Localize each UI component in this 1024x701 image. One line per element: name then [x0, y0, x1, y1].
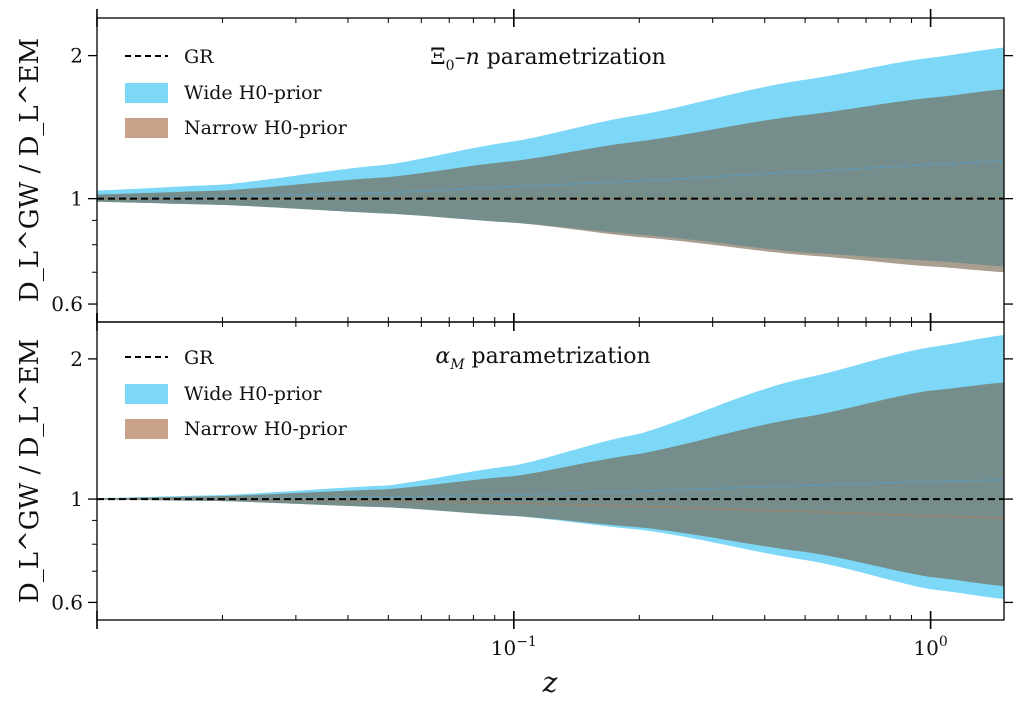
- lines-bottom: [97, 479, 1004, 519]
- svg-text:D_L^GW / D_L^EM: D_L^GW / D_L^EM: [15, 38, 45, 302]
- y-tick-label-bot: 2: [70, 347, 83, 371]
- median-wide-h0-prior-bot: [97, 479, 1004, 500]
- legend-swatch-narrow-bottom: [125, 419, 168, 439]
- ticks-bottom: 0.6 1 2 10−1 100: [51, 313, 1013, 660]
- y-tick-label-bot: 0.6: [51, 590, 83, 614]
- y-tick-label-bot: 1: [70, 487, 83, 511]
- band-narrow-h0-prior-bot: [97, 382, 1004, 587]
- y-tick-label-top: 0.6: [51, 292, 83, 316]
- panel-title-top: Ξ0–n parametrization: [430, 45, 666, 74]
- y-axis-label-top: D_L^GW / D_L^EM: [15, 38, 45, 302]
- y-tick-label-top: 1: [70, 187, 83, 211]
- legend-label-gr-bottom: GR: [184, 347, 214, 369]
- legend-label-narrow-bottom: Narrow H0-prior: [184, 418, 348, 440]
- x-tick-label: 10−1: [491, 634, 537, 660]
- legend-label-wide: Wide H0-prior: [184, 82, 323, 104]
- legend-swatch-narrow: [125, 118, 168, 138]
- svg-text:D_L^GW / D_L^EM: D_L^GW / D_L^EM: [15, 339, 45, 603]
- legend-swatch-wide: [125, 83, 168, 103]
- panel-title-bottom: αM parametrization: [435, 344, 650, 373]
- legend-top: GR Wide H0-prior Narrow H0-prior: [125, 46, 348, 139]
- y-axis-labels: D_L^GW / D_L^EM D_L^GW / D_L^EM: [15, 38, 45, 603]
- x-tick-label: 100: [913, 634, 947, 660]
- frame-bottom: [96, 321, 1005, 621]
- y-axis-label-bottom: D_L^GW / D_L^EM: [15, 339, 45, 603]
- x-axis-label: z: [542, 666, 558, 699]
- bands-top: [97, 47, 1004, 273]
- legend-bottom: GR Wide H0-prior Narrow H0-prior: [125, 347, 348, 440]
- y-tick-label-top: 2: [70, 44, 83, 68]
- panel-xi0-n: 0.6 1 2 Ξ0–n parametrization GR Wide H0-pr…: [51, 9, 1013, 323]
- ticks-top: 0.6 1 2: [51, 9, 1013, 322]
- legend-label-gr: GR: [184, 46, 214, 68]
- legend-swatch-wide-bottom: [125, 384, 168, 404]
- panel-alpha-m: 0.6 1 2 10−1 100 αM parametrization GR Wide …: [51, 313, 1013, 660]
- legend-label-wide-bottom: Wide H0-prior: [184, 383, 323, 405]
- legend-label-narrow: Narrow H0-prior: [184, 117, 348, 139]
- bands-bottom: [97, 335, 1004, 600]
- band-narrow-h0-prior-top: [97, 89, 1004, 273]
- median-wide-h0-prior-top: [97, 160, 1004, 200]
- lines-top: [97, 160, 1004, 200]
- median-narrow-h0-prior-bot: [97, 498, 1004, 519]
